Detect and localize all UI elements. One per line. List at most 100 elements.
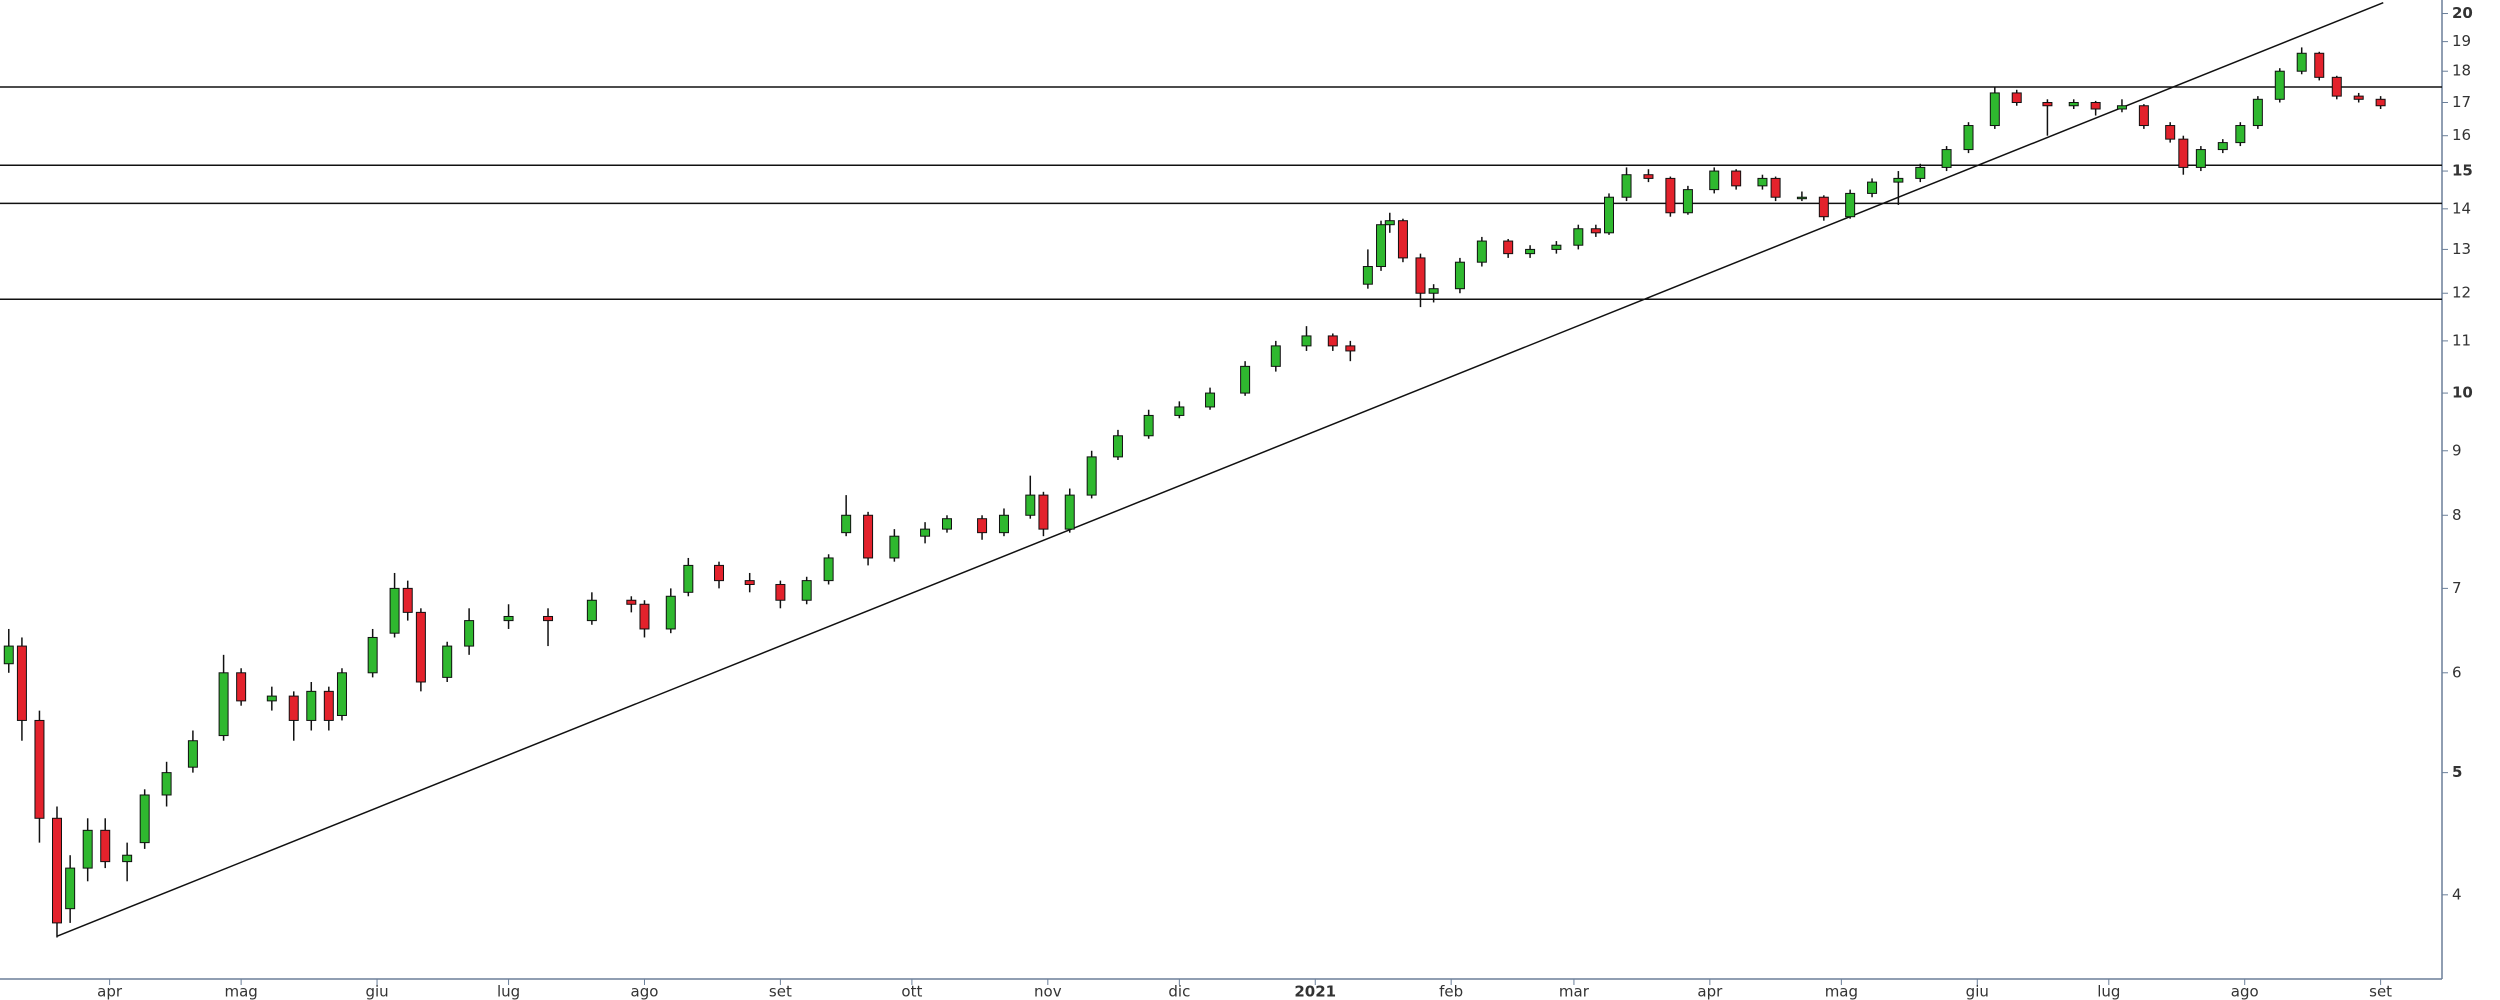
candle-body: [714, 564, 725, 582]
y-tick-label: 17: [2452, 93, 2471, 111]
x-tick-label: mar: [1559, 983, 1590, 1000]
candle-body: [1345, 345, 1356, 352]
candle-body: [323, 690, 334, 721]
y-tick-label: 9: [2452, 441, 2462, 459]
candle-body: [1376, 224, 1387, 268]
x-tick-label: mag: [224, 983, 257, 1000]
candle-body: [1143, 414, 1154, 437]
candle-body: [1025, 494, 1036, 516]
candle-body: [2331, 76, 2342, 97]
candle-body: [586, 599, 597, 622]
candle-body: [122, 854, 133, 863]
candle-body: [1604, 196, 1615, 234]
x-tick-label: giu: [365, 983, 388, 1000]
candle-body: [65, 867, 76, 910]
candle-body: [2165, 125, 2176, 140]
candle-body: [998, 514, 1009, 534]
candle-body: [1086, 456, 1097, 496]
x-tick-label: ott: [901, 983, 922, 1000]
candle-body: [1205, 392, 1216, 408]
candle-body: [801, 580, 812, 601]
candle-body: [100, 829, 111, 863]
candle-body: [236, 672, 247, 702]
candle-body: [82, 829, 93, 869]
candle-body: [889, 535, 900, 559]
candle-body: [1845, 192, 1856, 218]
y-tick-label: 13: [2452, 240, 2471, 258]
candle-body: [1989, 92, 2000, 127]
candle-body: [266, 695, 277, 702]
candle-body: [1915, 166, 1926, 179]
candle-body: [464, 620, 475, 647]
x-tick-label: mag: [1825, 983, 1858, 1000]
candle-body: [1112, 435, 1123, 458]
candle-body: [639, 603, 650, 630]
candle-body: [389, 587, 400, 634]
candle-body: [2274, 70, 2285, 100]
y-tick-label: 8: [2452, 506, 2462, 524]
candle-body: [1796, 196, 1807, 200]
candle-body: [2314, 52, 2325, 78]
candle-body: [402, 587, 413, 613]
candle-body: [187, 740, 198, 768]
candle-body: [1454, 261, 1465, 290]
candle-body: [1665, 177, 1676, 214]
candle-body: [139, 794, 150, 844]
candle-body: [415, 611, 426, 683]
candle-body: [1503, 240, 1514, 255]
candle-body: [2042, 102, 2053, 107]
x-tick-label: set: [769, 983, 792, 1000]
y-tick-label: 15: [2452, 162, 2473, 180]
candle-body: [1867, 181, 1878, 194]
candle-body: [1384, 220, 1395, 226]
candle-body: [1818, 196, 1829, 218]
candle-body: [2375, 98, 2386, 107]
candle-body: [1038, 494, 1049, 530]
candle-body: [665, 595, 676, 630]
candle-body: [2138, 105, 2149, 127]
candle-body: [2178, 138, 2189, 168]
y-tick-label: 10: [2452, 384, 2473, 402]
x-tick-label: set: [2369, 983, 2392, 1000]
candle-body: [161, 772, 172, 796]
x-tick-label: lug: [497, 983, 520, 1000]
candle-body: [2235, 125, 2246, 144]
candle-body: [1397, 220, 1408, 259]
candle-body: [2090, 102, 2101, 110]
candle-body: [1415, 257, 1426, 294]
candle-body: [1757, 177, 1768, 187]
candle-body: [288, 695, 299, 721]
candle-body: [841, 514, 852, 534]
candle-body: [2252, 98, 2263, 127]
candle-body: [1573, 228, 1584, 246]
candle-body: [1476, 240, 1487, 263]
y-tick-label: 11: [2452, 331, 2471, 349]
candle-body: [1731, 170, 1742, 187]
x-tick-label: nov: [1034, 983, 1062, 1000]
candle-body: [2068, 102, 2079, 107]
candle-body: [2296, 52, 2307, 72]
candle-body: [1621, 174, 1632, 198]
candle-body: [1770, 177, 1781, 198]
y-tick-label: 4: [2452, 885, 2462, 903]
candle-body: [1682, 189, 1693, 214]
candle-body: [626, 599, 637, 605]
candle-body: [1551, 244, 1562, 250]
candle-body: [1525, 248, 1536, 255]
candle-body: [2353, 95, 2364, 100]
candle-body: [1893, 177, 1904, 183]
candle-body: [543, 615, 554, 622]
candle-body: [775, 583, 786, 601]
candle-body: [336, 672, 347, 716]
x-tick-label: lug: [2097, 983, 2120, 1000]
x-tick-label: 2021: [1294, 983, 1336, 1000]
candle-body: [1362, 266, 1373, 285]
y-tick-label: 12: [2452, 284, 2471, 302]
candle-body: [2011, 92, 2022, 104]
candle-body: [3, 645, 14, 665]
candle-body: [920, 528, 931, 537]
candle-body: [34, 719, 45, 819]
